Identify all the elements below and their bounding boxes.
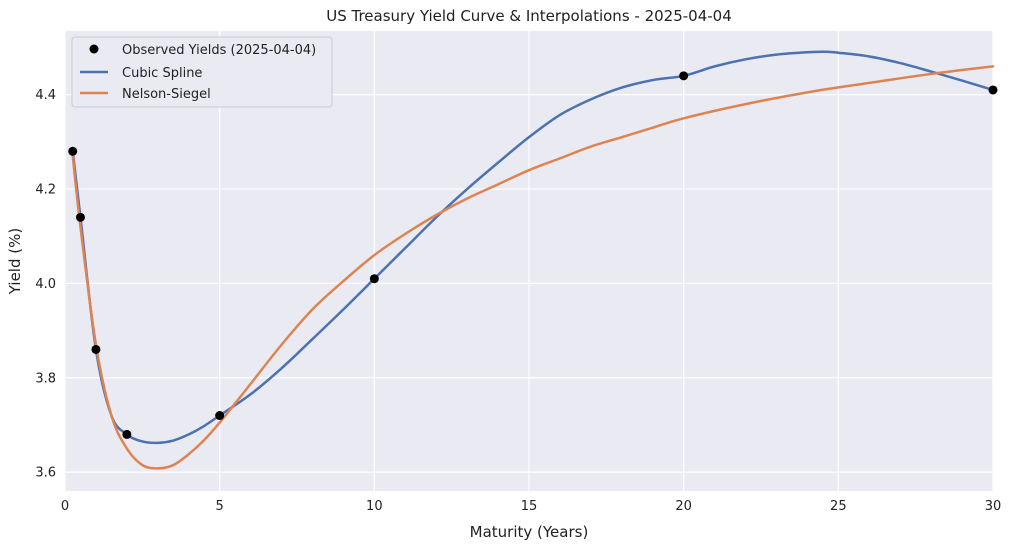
x-tick-label: 10 [366, 499, 383, 514]
observed-yield-point [369, 274, 379, 284]
x-axis-ticks: 0 5 10 15 20 25 30 [61, 499, 1001, 514]
y-axis-label: Yield (%) [6, 228, 24, 295]
x-tick-label: 30 [985, 499, 1002, 514]
x-tick-label: 25 [830, 499, 847, 514]
y-tick-label: 4.0 [35, 277, 56, 292]
x-axis-label: Maturity (Years) [470, 523, 589, 541]
observed-yield-point [679, 71, 689, 81]
observed-yield-point [988, 85, 998, 95]
observed-points [68, 71, 998, 439]
series-lines [71, 50, 995, 470]
nelson-siegel-line [71, 65, 995, 470]
observed-yield-point [122, 429, 132, 439]
legend-observed-label: Observed Yields (2025-04-04) [122, 43, 316, 58]
observed-yield-point [215, 411, 225, 421]
legend-cubic-spline-label: Cubic Spline [122, 66, 202, 81]
legend-nelson-siegel-label: Nelson-Siegel [122, 87, 211, 102]
legend-observed-marker [89, 44, 99, 54]
grid-lines [64, 31, 994, 491]
y-axis-ticks: 3.6 3.8 4.0 4.2 4.4 [35, 88, 56, 480]
observed-yield-point [91, 344, 101, 354]
observed-yield-point [68, 146, 78, 156]
legend: Observed Yields (2025-04-04) Cubic Splin… [71, 36, 333, 108]
x-tick-label: 5 [216, 499, 224, 514]
cubic-spline-line [71, 50, 995, 445]
x-tick-label: 20 [675, 499, 692, 514]
legend-box [71, 36, 333, 108]
y-tick-label: 4.4 [35, 88, 56, 103]
x-tick-label: 15 [521, 499, 538, 514]
observed-yield-point [75, 212, 85, 222]
chart-title: US Treasury Yield Curve & Interpolations… [326, 7, 732, 25]
y-tick-label: 3.6 [35, 466, 56, 481]
x-tick-label: 0 [61, 499, 69, 514]
y-tick-label: 3.8 [35, 371, 56, 386]
y-tick-label: 4.2 [35, 183, 56, 198]
